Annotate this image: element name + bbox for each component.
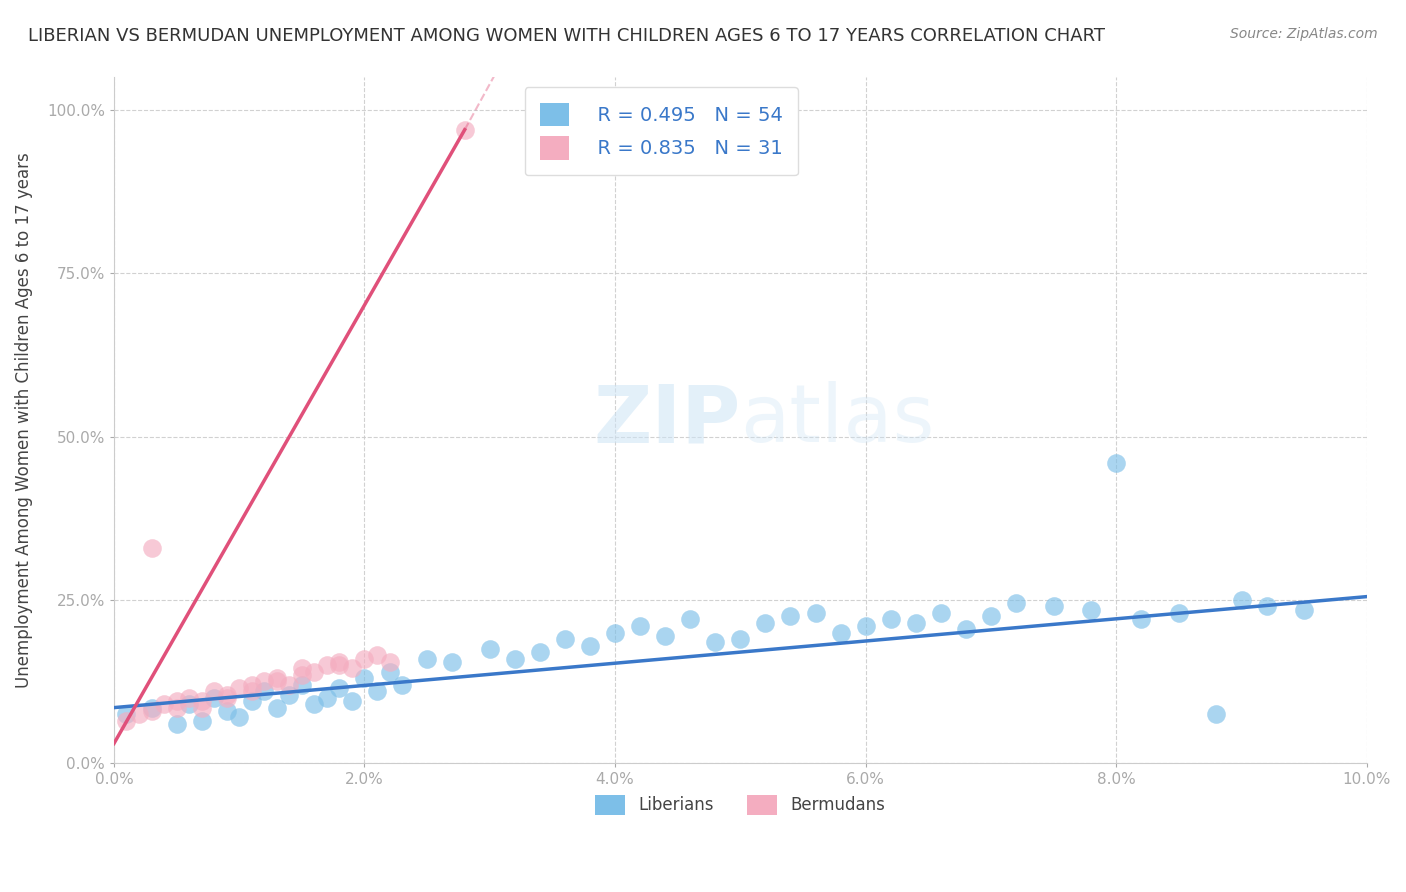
Point [328, 658, 350, 673]
Point [804, 606, 827, 620]
Point [141, 541, 163, 555]
Point [141, 700, 163, 714]
Point [353, 651, 375, 665]
Point [340, 661, 363, 675]
Text: LIBERIAN VS BERMUDAN UNEMPLOYMENT AMONG WOMEN WITH CHILDREN AGES 6 TO 17 YEARS C: LIBERIAN VS BERMUDAN UNEMPLOYMENT AMONG … [28, 27, 1105, 45]
Point [228, 710, 250, 724]
Point [166, 717, 188, 731]
Point [1042, 599, 1064, 614]
Point [1167, 606, 1189, 620]
Point [253, 684, 276, 698]
Point [115, 707, 138, 722]
Point [654, 629, 676, 643]
Point [980, 609, 1002, 624]
Point [1005, 596, 1028, 610]
Point [1205, 707, 1227, 722]
Point [202, 690, 225, 705]
Point [266, 674, 288, 689]
Point [190, 694, 212, 708]
Point [1105, 456, 1128, 470]
Point [929, 606, 952, 620]
Point [177, 690, 200, 705]
Point [328, 681, 350, 695]
Point [1130, 612, 1153, 626]
Point [353, 671, 375, 685]
Point [240, 678, 263, 692]
Point [253, 674, 276, 689]
Point [202, 684, 225, 698]
Point [1080, 602, 1102, 616]
Point [316, 658, 339, 673]
Point [153, 698, 176, 712]
Point [115, 714, 138, 728]
Point [855, 619, 877, 633]
Point [340, 694, 363, 708]
Point [291, 678, 314, 692]
Point [228, 681, 250, 695]
Point [628, 619, 651, 633]
Point [304, 665, 326, 679]
Point [166, 694, 188, 708]
Point [603, 625, 626, 640]
Point [266, 700, 288, 714]
Point [378, 665, 401, 679]
Point [554, 632, 576, 646]
Point [880, 612, 903, 626]
Point [904, 615, 927, 630]
Point [328, 655, 350, 669]
Point [1294, 602, 1316, 616]
Y-axis label: Unemployment Among Women with Children Ages 6 to 17 years: Unemployment Among Women with Children A… [15, 153, 32, 688]
Point [679, 612, 702, 626]
Point [278, 688, 301, 702]
Point [190, 714, 212, 728]
Point [754, 615, 776, 630]
Point [441, 655, 464, 669]
Point [378, 655, 401, 669]
Point [266, 671, 288, 685]
Point [830, 625, 852, 640]
Point [240, 694, 263, 708]
Point [177, 698, 200, 712]
Point [316, 690, 339, 705]
Point [291, 668, 314, 682]
Point [215, 688, 238, 702]
Text: atlas: atlas [741, 381, 935, 459]
Point [454, 122, 477, 136]
Point [240, 684, 263, 698]
Point [955, 622, 977, 636]
Point [503, 651, 526, 665]
Point [128, 707, 150, 722]
Point [730, 632, 752, 646]
Point [215, 704, 238, 718]
Point [304, 698, 326, 712]
Text: ZIP: ZIP [593, 381, 741, 459]
Point [704, 635, 727, 649]
Point [141, 704, 163, 718]
Point [579, 639, 602, 653]
Legend: Liberians, Bermudans: Liberians, Bermudans [586, 787, 894, 823]
Point [416, 651, 439, 665]
Point [215, 690, 238, 705]
Point [166, 700, 188, 714]
Point [278, 678, 301, 692]
Point [366, 684, 388, 698]
Point [529, 645, 551, 659]
Point [291, 661, 314, 675]
Point [366, 648, 388, 663]
Point [190, 700, 212, 714]
Point [779, 609, 801, 624]
Point [1230, 592, 1253, 607]
Point [1256, 599, 1278, 614]
Text: Source: ZipAtlas.com: Source: ZipAtlas.com [1230, 27, 1378, 41]
Point [391, 678, 413, 692]
Point [478, 641, 501, 656]
